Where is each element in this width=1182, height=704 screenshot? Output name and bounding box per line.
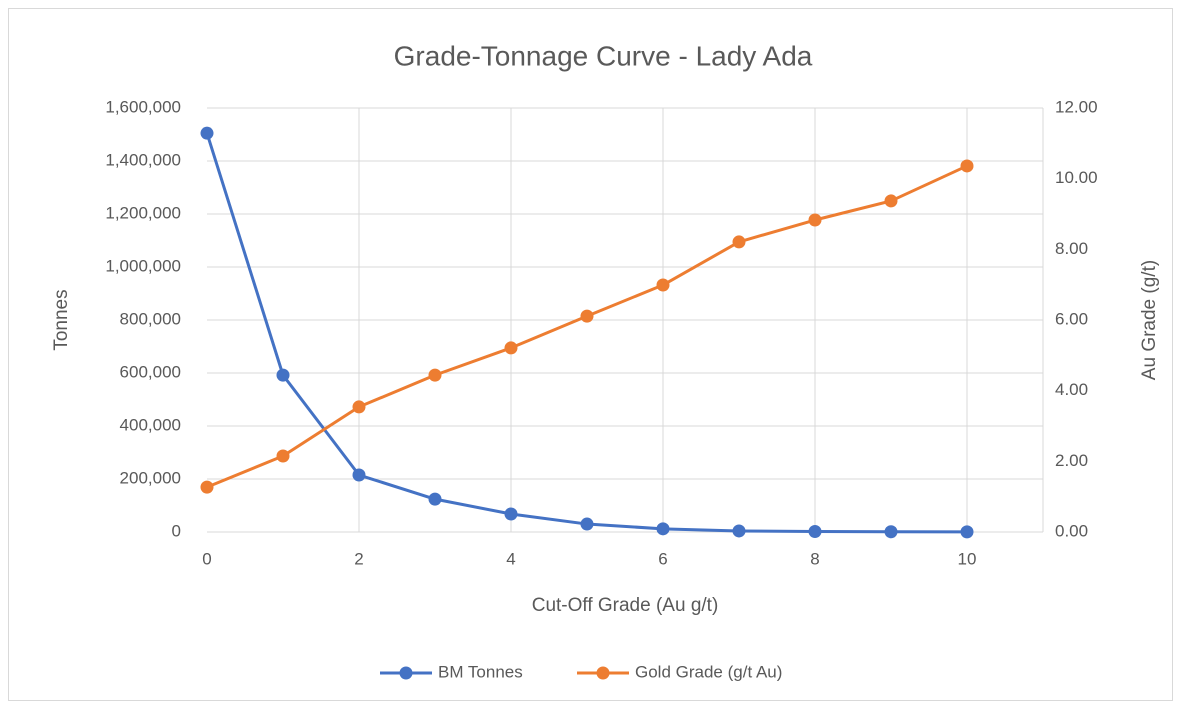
y2-tick-label: 0.00 <box>1055 521 1088 540</box>
y2-tick-label: 12.00 <box>1055 97 1098 116</box>
y2-tick-label: 8.00 <box>1055 239 1088 258</box>
data-point <box>276 449 290 463</box>
data-point <box>352 400 366 414</box>
y-tick-label: 1,000,000 <box>105 256 181 275</box>
legend-label: BM Tonnes <box>438 662 523 681</box>
y-tick-label: 0 <box>172 521 181 540</box>
y-tick-label: 1,600,000 <box>105 97 181 116</box>
data-point <box>428 492 442 506</box>
data-point <box>580 517 594 531</box>
data-point <box>200 480 214 494</box>
data-point <box>656 278 670 292</box>
y-tick-label: 400,000 <box>120 415 181 434</box>
x-tick-label: 10 <box>958 549 977 568</box>
x-tick-label: 4 <box>506 549 515 568</box>
legend-label: Gold Grade (g/t Au) <box>635 662 782 681</box>
y2-tick-label: 10.00 <box>1055 168 1098 187</box>
data-point <box>504 507 518 521</box>
y2-axis-label: Au Grade (g/t) <box>1139 260 1160 380</box>
data-point <box>732 524 746 538</box>
data-point <box>276 368 290 382</box>
y-tick-label: 600,000 <box>120 362 181 381</box>
data-point <box>960 525 974 539</box>
data-point <box>352 468 366 482</box>
data-point <box>200 126 214 140</box>
data-point <box>884 194 898 208</box>
x-tick-label: 6 <box>658 549 667 568</box>
y-tick-label: 1,200,000 <box>105 203 181 222</box>
chart-title: Grade-Tonnage Curve - Lady Ada <box>394 40 813 71</box>
chart-frame <box>8 8 1173 701</box>
y2-tick-label: 6.00 <box>1055 309 1088 328</box>
x-tick-label: 2 <box>354 549 363 568</box>
data-point <box>732 235 746 249</box>
x-tick-label: 0 <box>202 549 211 568</box>
x-axis-label: Cut-Off Grade (Au g/t) <box>532 595 719 616</box>
y-tick-label: 1,400,000 <box>105 150 181 169</box>
data-point <box>656 522 670 536</box>
data-point <box>428 368 442 382</box>
data-point <box>884 525 898 539</box>
y2-tick-label: 2.00 <box>1055 451 1088 470</box>
data-point <box>504 341 518 355</box>
data-point <box>960 159 974 173</box>
legend-marker <box>399 666 413 680</box>
x-tick-label: 8 <box>810 549 819 568</box>
data-point <box>808 213 822 227</box>
y-tick-label: 800,000 <box>120 309 181 328</box>
data-point <box>808 524 822 538</box>
y-axis-label: Tonnes <box>51 289 72 350</box>
y-tick-label: 200,000 <box>120 468 181 487</box>
data-point <box>580 309 594 323</box>
legend-marker <box>596 666 610 680</box>
y2-tick-label: 4.00 <box>1055 380 1088 399</box>
